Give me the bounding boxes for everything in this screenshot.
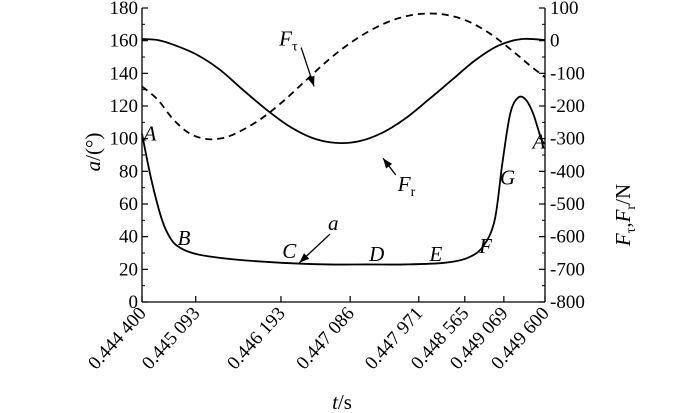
series-line-fr bbox=[141, 37, 546, 145]
series-label-fτ: Fτ bbox=[278, 27, 298, 55]
right-y-tick-label: 100 bbox=[550, 0, 579, 19]
series-label-a: a bbox=[328, 211, 339, 235]
series-label-arrow-head bbox=[307, 75, 315, 87]
point-label-e: E bbox=[429, 242, 443, 266]
left-y-tick-label: 160 bbox=[110, 31, 139, 52]
x-axis-title-unit: /s bbox=[338, 390, 352, 413]
x-axis-title: t/s bbox=[332, 390, 352, 413]
left-y-tick-label: 40 bbox=[119, 227, 138, 248]
point-label-c: C bbox=[282, 239, 297, 263]
point-label-a: A bbox=[531, 129, 546, 153]
series-line-a bbox=[141, 95, 546, 266]
x-tick-label: 0.446 193 bbox=[223, 303, 289, 374]
left-y-tick-label: 0 bbox=[129, 292, 139, 313]
left-y-tick-label: 140 bbox=[110, 63, 139, 84]
left-y-axis-title-unit: /(°) bbox=[81, 133, 105, 161]
series-label-arrow-head bbox=[383, 158, 393, 169]
series-label-main: a bbox=[328, 211, 339, 235]
series-label-sub: τ bbox=[292, 40, 298, 55]
right-y-axis-title: Fτ,Fr/N bbox=[611, 184, 639, 247]
point-label-g: G bbox=[500, 165, 515, 189]
right-y-tick-label: -800 bbox=[550, 292, 585, 313]
point-label-b: B bbox=[178, 226, 191, 250]
series-label-fr: Fr bbox=[397, 172, 416, 200]
right-y-title-sep: , bbox=[611, 222, 635, 227]
x-tick-label: 0.447 086 bbox=[292, 303, 358, 374]
right-y-title-f1: F bbox=[611, 233, 635, 247]
right-y-tick-label: -100 bbox=[550, 63, 585, 84]
right-y-tick-label: -700 bbox=[550, 259, 585, 280]
x-axis-title-var: t bbox=[332, 390, 339, 413]
left-y-tick-label: 180 bbox=[110, 0, 139, 19]
x-tick-label: 0.445 093 bbox=[138, 303, 204, 374]
series-line-fτ bbox=[141, 12, 546, 141]
axes-layer: 0 20 40 60 80 100 120 140 160 180 100 0 -100 -200 -300… bbox=[81, 0, 639, 413]
curves-layer bbox=[141, 12, 546, 266]
left-y-tick-label: 60 bbox=[119, 194, 138, 215]
series-label-arrow-head bbox=[299, 253, 310, 263]
left-y-tick-label: 80 bbox=[119, 161, 138, 182]
point-label-a: A bbox=[142, 121, 157, 145]
series-label-main: F bbox=[397, 172, 411, 196]
series-label-sub: r bbox=[411, 185, 416, 200]
right-y-tick-label: -600 bbox=[550, 227, 585, 248]
right-y-tick-label: -400 bbox=[550, 161, 585, 182]
left-y-axis-title: a/(°) bbox=[81, 133, 105, 172]
right-y-title-unit: /N bbox=[611, 184, 635, 205]
point-label-f: F bbox=[478, 234, 492, 258]
right-y-tick-label: -300 bbox=[550, 129, 585, 150]
point-label-d: D bbox=[368, 242, 384, 266]
right-y-title-f2: F bbox=[611, 209, 635, 223]
right-y-tick-label: -500 bbox=[550, 194, 585, 215]
left-y-axis-title-var: a bbox=[81, 161, 105, 172]
right-y-tick-label: 0 bbox=[550, 31, 560, 52]
right-y-title-sub1: τ bbox=[624, 227, 639, 233]
right-y-tick-label: -200 bbox=[550, 96, 585, 117]
right-y-title-sub2: r bbox=[624, 205, 639, 210]
left-y-tick-label: 100 bbox=[110, 129, 139, 150]
series-label-main: F bbox=[278, 27, 292, 51]
left-y-tick-label: 20 bbox=[119, 259, 138, 280]
left-y-tick-label: 120 bbox=[110, 96, 139, 117]
